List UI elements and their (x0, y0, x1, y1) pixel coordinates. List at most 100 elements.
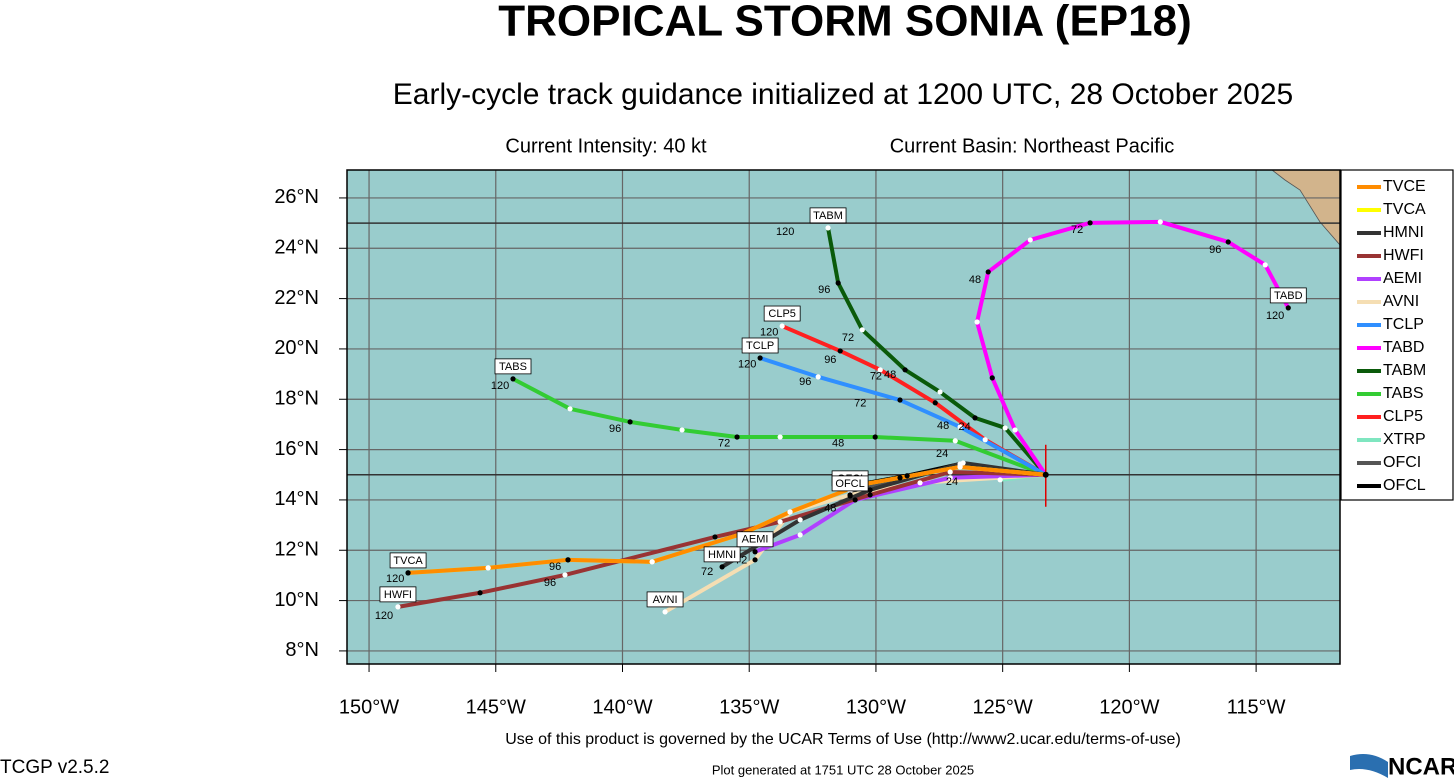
track-point (897, 397, 903, 403)
legend-label: XTRP (1383, 431, 1426, 448)
track-point (477, 590, 483, 596)
track-tag: OFCL (831, 475, 869, 492)
track-point (1002, 425, 1008, 431)
basin: Current Basin: Northeast Pacific (890, 135, 1175, 157)
legend-label: TABM (1383, 362, 1426, 379)
track-point (485, 565, 491, 571)
legend-label: OFCL (1383, 477, 1426, 494)
track-tag-text: TVCA (393, 555, 423, 567)
legend-label: TABS (1383, 385, 1424, 402)
legend-label: HMNI (1383, 224, 1424, 241)
y-tick-label: 22°N (274, 287, 319, 309)
track-tag: HWFI (379, 586, 417, 603)
track-point (752, 549, 758, 555)
generated: Plot generated at 1751 UTC 28 October 20… (712, 762, 974, 777)
track-point (937, 389, 943, 395)
track-tag: TCLP (741, 337, 779, 354)
logo-swoosh (1350, 754, 1388, 778)
y-tick-label: 8°N (285, 639, 319, 661)
track-point (1262, 262, 1268, 268)
track-tag-box (809, 207, 847, 224)
ocean (347, 170, 1340, 664)
track-tag: TABS (494, 358, 532, 375)
track-tag-text: AVNI (653, 594, 678, 606)
track-point (972, 415, 978, 421)
track-point (974, 319, 980, 325)
track-point (1027, 237, 1033, 243)
track-point (567, 406, 573, 412)
terms: Use of this product is governed by the U… (505, 731, 1181, 748)
x-tick-label: 120°W (1099, 696, 1159, 718)
track-point (757, 355, 763, 361)
intensity: Current Intensity: 40 kt (505, 135, 707, 157)
x-tick-label: 115°W (1227, 696, 1286, 718)
y-tick-label: 16°N (274, 438, 319, 460)
track-point (852, 497, 858, 503)
legend-label: CLP5 (1383, 408, 1423, 425)
track-tag-text: TABD (1274, 290, 1303, 302)
track-point (1012, 427, 1018, 433)
x-tick-label: 135°W (719, 696, 779, 718)
track-point (917, 480, 923, 486)
y-tick-label: 26°N (274, 186, 319, 208)
x-tick-label: 140°W (592, 696, 652, 718)
hour-label: 24 (959, 421, 971, 433)
track-point (947, 469, 953, 475)
version: TCGP v2.5.2 (0, 757, 109, 778)
track-point (947, 475, 953, 481)
x-tick-label: 125°W (973, 696, 1033, 718)
hour-label: 120 (1266, 310, 1284, 322)
hour-label: 48 (832, 438, 844, 450)
hour-label: 120 (375, 610, 393, 622)
track-point (872, 434, 878, 440)
track-point (877, 367, 883, 373)
track-point (1225, 239, 1231, 245)
y-tick-label: 18°N (274, 388, 319, 410)
track-point (897, 475, 903, 481)
track-point (1087, 220, 1093, 226)
track-tag: TABD (1269, 287, 1307, 304)
track-point (752, 557, 758, 563)
track-point (867, 492, 873, 498)
y-tick-label: 14°N (274, 488, 319, 510)
y-tick-label: 20°N (274, 337, 319, 359)
hour-label: 48 (884, 369, 896, 381)
track (826, 227, 1048, 477)
y-tick-label: 24°N (274, 237, 319, 259)
track-point (662, 609, 668, 615)
hour-label: 96 (818, 284, 830, 296)
track-tag-box (389, 552, 427, 569)
x-tick-label: 130°W (846, 696, 906, 718)
track-point (985, 269, 991, 275)
track-point (679, 427, 685, 433)
track-tag-box (703, 546, 741, 563)
track-point (777, 434, 783, 440)
legend-label: OFCI (1383, 454, 1421, 471)
track-point (1285, 305, 1291, 311)
legend-label: TCLP (1383, 316, 1424, 333)
hour-label: 96 (799, 376, 811, 388)
hour-label: 48 (937, 420, 949, 432)
track-tag-box (763, 305, 801, 322)
logo: NCAR (1388, 753, 1454, 780)
hour-label: 96 (824, 354, 836, 366)
track-point (957, 424, 963, 430)
track-point (562, 572, 568, 578)
track-tag-text: OFCL (835, 478, 864, 490)
hour-label: 72 (718, 438, 730, 450)
hour-label: 24 (946, 476, 958, 488)
track-point (719, 564, 725, 570)
track-point (779, 323, 785, 329)
track-tag-text: CLP5 (768, 308, 796, 320)
track-point (565, 557, 571, 563)
legend-label: TABD (1383, 339, 1424, 356)
track-point (395, 604, 401, 610)
track-tag-text: TABS (499, 361, 527, 373)
track-tag-box (741, 337, 779, 354)
subtitle: Early-cycle track guidance initialized a… (393, 78, 1293, 111)
track-point (960, 460, 966, 466)
track-point (867, 487, 873, 493)
legend-label: TVCE (1383, 178, 1426, 195)
